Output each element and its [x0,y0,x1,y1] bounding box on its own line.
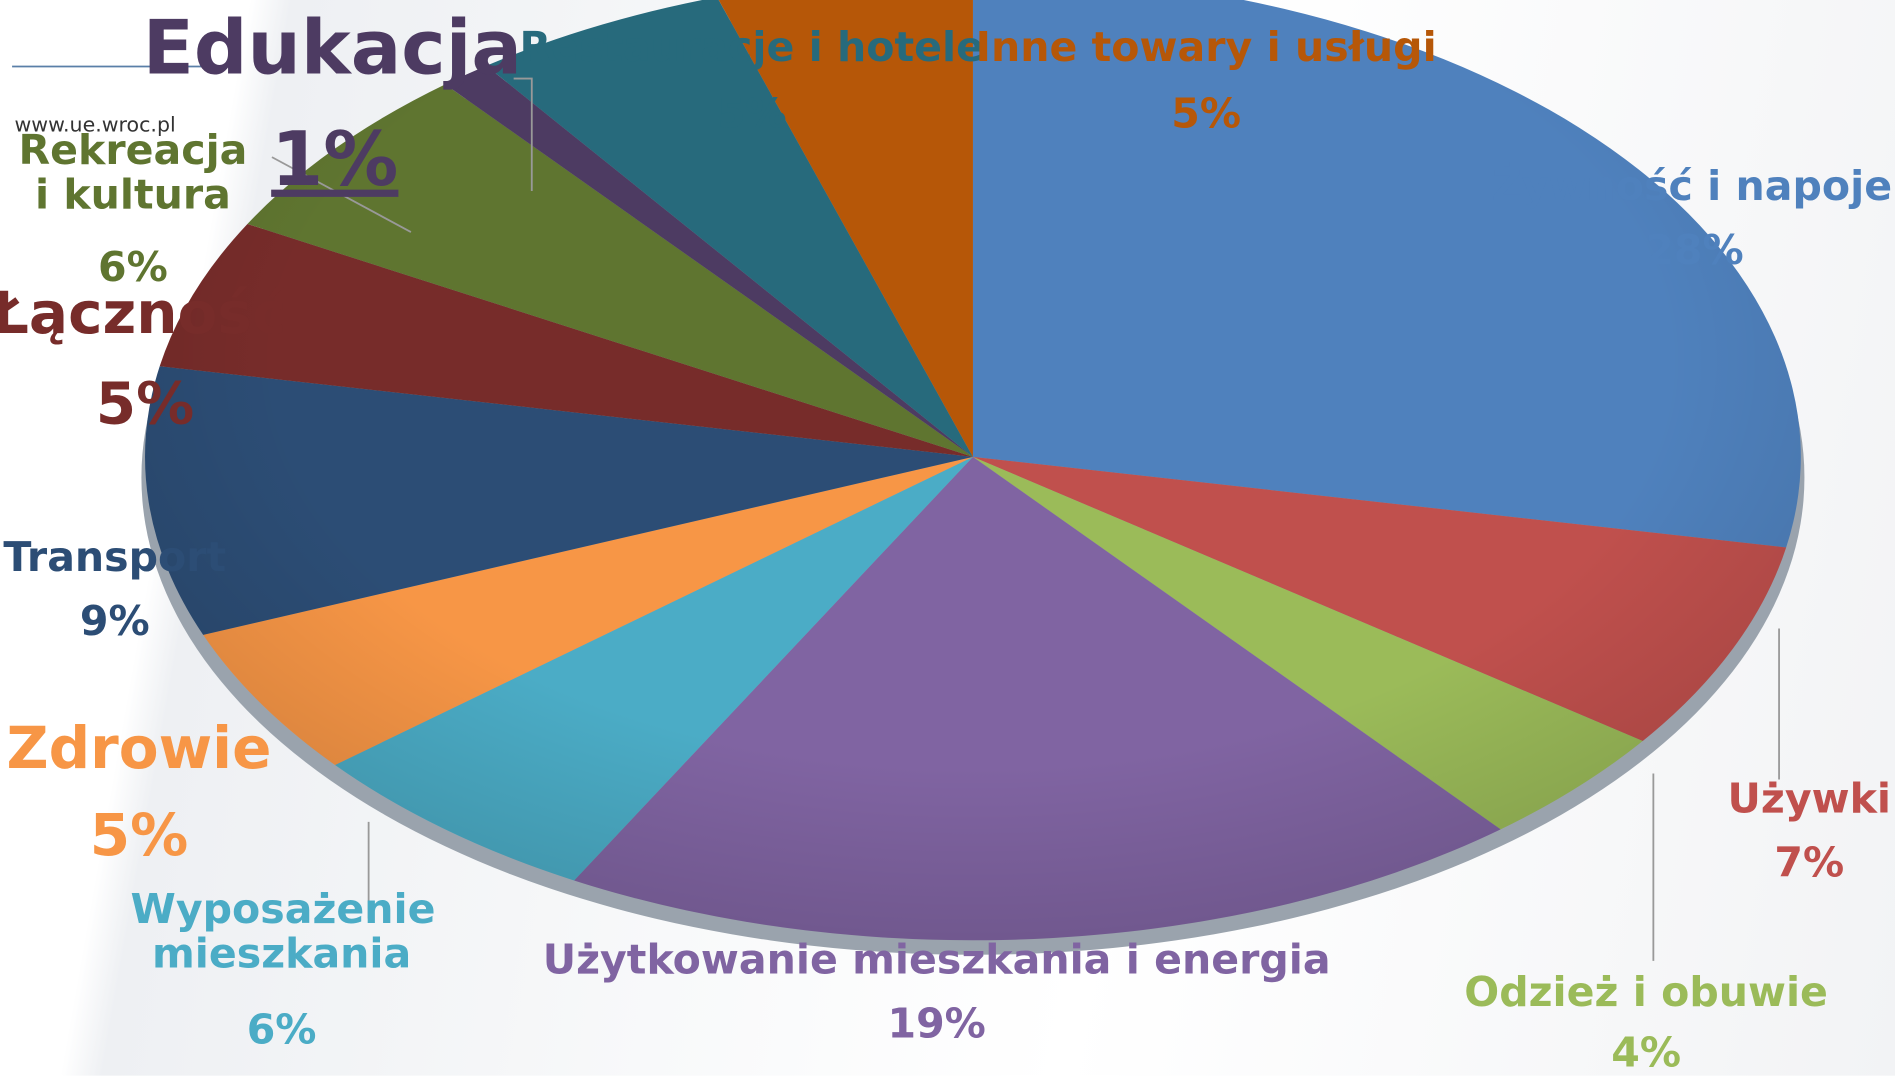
slice-label: Użytkowanie mieszkania i energia [542,935,1331,985]
slice-label: Żywność i napoje [1491,162,1893,211]
value-label: 4% [1611,1028,1682,1076]
value-label: 5% [716,89,787,139]
value-label: 5% [1171,89,1242,139]
slice-label: Zdrowie [6,715,272,783]
slice-label: Edukacja [142,3,522,92]
value-label: 6% [246,1005,317,1055]
slice-label: Odzież i obuwie [1464,968,1828,1017]
slice-label: Używki [1727,775,1892,824]
leader-lines [271,77,1780,961]
slice-label: Łączność [0,279,287,348]
value-label: 6% [98,243,168,292]
value-label: 19% [887,999,986,1049]
slice-label: Rekreacja i kultura [18,126,248,220]
value-label: 9% [79,597,150,646]
value-label: 28% [1645,226,1744,275]
value-label: 5% [95,370,195,439]
site-url: www.ue.wroc.pl [14,113,176,138]
value-label: 5% [89,802,189,870]
slice-label: Restauracje i hotele [519,23,985,72]
slice-label: Inne towary i usługi [975,23,1437,72]
value-label: 1% [271,114,399,203]
slice-label: Transport [3,533,227,582]
slice-label: Wyposażenie mieszkania [130,885,436,979]
value-label: 7% [1774,839,1845,888]
